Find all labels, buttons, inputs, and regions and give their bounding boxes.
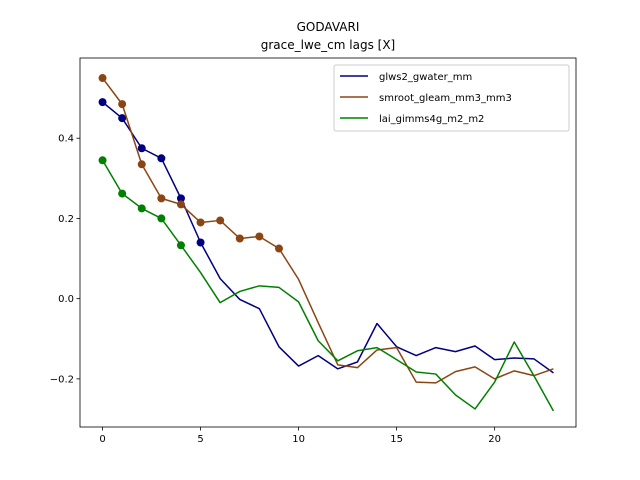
- legend-box: [333, 64, 570, 132]
- x-tick-label-1: 5: [197, 434, 203, 445]
- legend-label-1: smroot_gleam_mm3_mm3: [379, 93, 512, 104]
- series-1-point-2: [137, 160, 146, 169]
- series-0-point-5: [196, 238, 205, 247]
- x-tick-label-4: 20: [488, 434, 501, 445]
- legend-label-0: glws2_gwater_mm: [379, 72, 472, 83]
- series-0-point-1: [118, 114, 127, 123]
- y-tick-label-2: 0.2: [58, 214, 74, 225]
- series-1-point-1: [118, 100, 127, 109]
- series-1-point-8: [255, 232, 264, 241]
- axes-frame: [79, 57, 577, 428]
- series-1-point-3: [157, 194, 166, 203]
- series-0-point-3: [157, 154, 166, 163]
- series-1-point-5: [196, 218, 205, 227]
- series-2-point-1: [118, 189, 127, 198]
- series-1-point-9: [274, 244, 283, 253]
- series-1-point-7: [235, 234, 244, 243]
- series-2-point-3: [157, 214, 166, 223]
- x-tick-label-0: 0: [99, 434, 105, 445]
- series-line-2: [101, 159, 555, 412]
- series-0-point-0: [98, 98, 107, 107]
- y-tick-label-1: 0.0: [58, 294, 74, 305]
- legend-label-2: lai_gimms4g_m2_m2: [379, 114, 484, 125]
- series-2-point-4: [176, 241, 185, 250]
- series-line-0: [102, 101, 554, 374]
- plot-area: 0 5 10 15 20 −0.2 0.0 0.2 0.4: [50, 57, 577, 445]
- series-1-point-6: [216, 216, 225, 225]
- y-tick-label-3: 0.4: [58, 134, 74, 145]
- series-0-point-2: [137, 144, 146, 153]
- series-2-point-2: [137, 204, 146, 213]
- series-2-point-0: [98, 156, 107, 165]
- chart-title: GODAVARI: [297, 20, 360, 34]
- chart-subtitle: grace_lwe_cm lags [X]: [261, 38, 395, 52]
- legend: glws2_gwater_mm smroot_gleam_mm3_mm3 lai_g…: [333, 64, 570, 132]
- x-tick-label-3: 15: [390, 434, 403, 445]
- series-1-point-4: [176, 200, 185, 209]
- y-tick-label-0: −0.2: [50, 374, 74, 385]
- series-1-point-0: [98, 74, 107, 83]
- x-tick-label-2: 10: [292, 434, 305, 445]
- series-0-point-4: [176, 194, 185, 203]
